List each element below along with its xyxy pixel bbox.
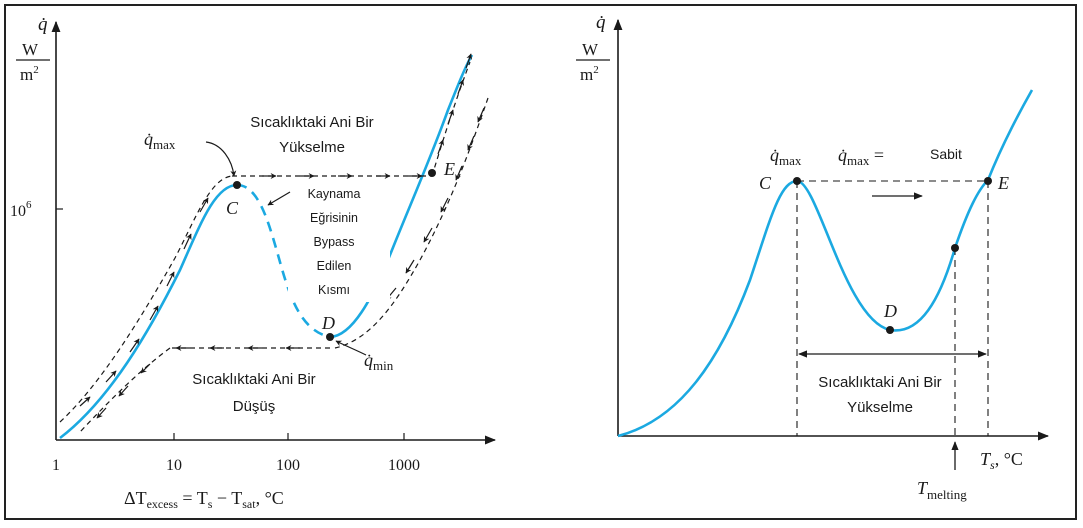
left-point-e-label: E	[443, 159, 455, 179]
right-point-c-label: C	[759, 173, 772, 193]
right-y-symbol: q̇	[596, 12, 606, 33]
right-qmax-label: q̇max	[770, 145, 802, 168]
left-point-d-label: D	[321, 313, 335, 333]
right-jump-line-1: Sıcaklıktaki Ani Bir	[818, 374, 941, 391]
left-heating-path	[59, 61, 471, 423]
right-point-c	[793, 177, 801, 185]
left-x-tick-label-2: 10	[166, 457, 182, 474]
right-melting-label: Tmelting	[917, 478, 967, 502]
left-jump-up-line-2: Yükselme	[279, 139, 345, 156]
left-y-unit-num: W	[22, 40, 39, 59]
left-point-c-label: C	[226, 198, 239, 218]
left-cooling-arrows	[96, 107, 485, 419]
left-x-axis-label: ΔTexcess = Ts − Tsat, °C	[124, 488, 284, 511]
right-point-d-label: D	[883, 301, 897, 321]
right-y-unit-den: m2	[580, 64, 599, 84]
left-boiling-curve-rise	[59, 183, 238, 440]
right-point-e	[984, 177, 992, 185]
left-jump-up-line-1: Sıcaklıktaki Ani Bir	[250, 114, 373, 131]
right-qmax-eq-label: q̇max =	[838, 145, 884, 168]
left-x-tick-label-1: 1	[52, 457, 60, 474]
left-point-d	[326, 333, 334, 341]
left-y-tick-label: 106	[10, 199, 32, 220]
left-bypass-pointer	[267, 191, 291, 206]
left-jump-down-line-2: Düşüş	[233, 398, 276, 415]
right-panel: q̇ W m2 C D E q̇max q̇max = Sabit Sıcakl…	[576, 12, 1050, 502]
left-point-e	[428, 169, 436, 177]
left-bypass-line-1: Kaynama	[308, 187, 361, 201]
left-heating-arrows	[79, 53, 473, 407]
left-bypass-box	[288, 180, 390, 302]
left-bypass-line-2: Eğrisinin	[310, 211, 358, 225]
left-boiling-curve-dashed	[236, 183, 331, 339]
left-bypass-line-4: Edilen	[317, 259, 352, 273]
left-qmax-label: q̇max	[144, 129, 176, 152]
right-point-e-label: E	[997, 173, 1009, 193]
left-panel: q̇ W m2 106 1 10 100 1000 ΔTexcess = Ts …	[10, 14, 497, 511]
right-point-d	[886, 326, 894, 334]
right-sabit-label: Sabit	[930, 146, 962, 162]
left-y-unit-den: m2	[20, 64, 39, 84]
right-y-unit-num: W	[582, 40, 599, 59]
left-jump-down-line-1: Sıcaklıktaki Ani Bir	[192, 371, 315, 388]
right-point-melting	[951, 244, 959, 252]
left-bypass-line-5: Kısmı	[318, 283, 350, 297]
right-x-axis-label: Ts, °C	[980, 449, 1023, 472]
left-qmax-pointer	[205, 141, 237, 177]
left-qmin-pointer	[335, 340, 367, 356]
left-x-tick-label-3: 100	[276, 457, 300, 474]
left-point-c	[233, 181, 241, 189]
left-qmin-label: q̇min	[364, 350, 394, 373]
left-boiling-curve-film	[329, 54, 474, 339]
right-jump-line-2: Yükselme	[847, 399, 913, 416]
left-y-symbol: q̇	[38, 14, 48, 35]
left-x-tick-label-4: 1000	[388, 457, 420, 474]
left-cooling-path	[79, 97, 489, 433]
left-bypass-line-3: Bypass	[314, 235, 355, 249]
